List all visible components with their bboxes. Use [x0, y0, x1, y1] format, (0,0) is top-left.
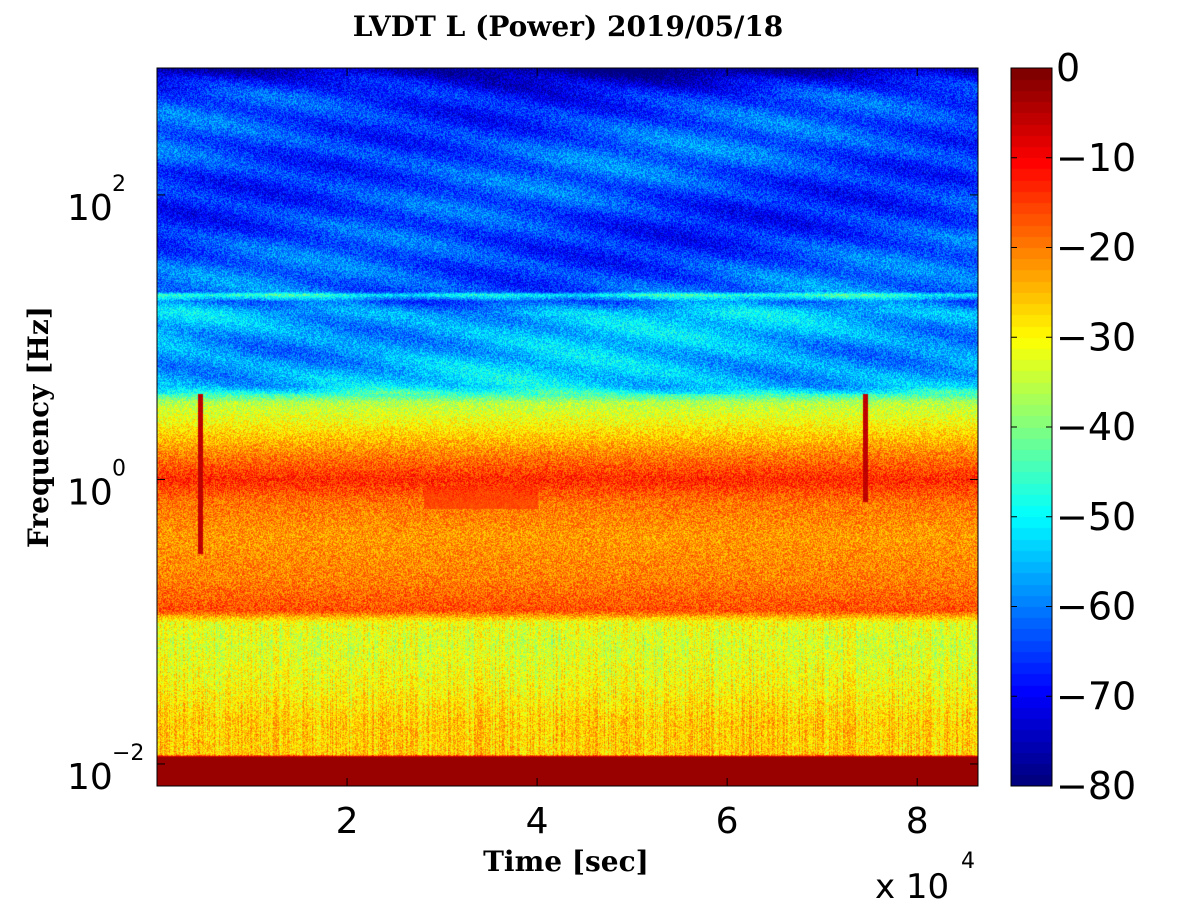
colorbar-tick-label: −30	[1056, 315, 1136, 359]
y-axis-label: Frequency [Hz]	[22, 306, 55, 548]
x-tick-label: 4	[526, 801, 549, 842]
y-tick-label-base: 10	[67, 757, 113, 798]
spectrogram-heatmap	[157, 68, 978, 786]
x-axis-ticks: 2 4 6 8	[336, 68, 929, 842]
colorbar-tick-label: −20	[1056, 226, 1136, 270]
x-tick-label: 2	[336, 801, 359, 842]
y-tick-label-exponent: 0	[112, 456, 126, 481]
colorbar-tick-label: −10	[1056, 136, 1136, 180]
colorbar-ticks: 0 −10 −20 −30 −40 −50 −60 −70 −80	[1011, 46, 1136, 808]
colorbar-tick-label: −40	[1056, 405, 1136, 449]
colorbar-tick-label: 0	[1056, 46, 1080, 90]
colorbar-tick-label: −60	[1056, 585, 1136, 629]
colorbar-tick-label: −50	[1056, 495, 1136, 539]
y-tick-label-exponent: 2	[112, 172, 126, 197]
colorbar: 0 −10 −20 −30 −40 −50 −60 −70 −80	[1010, 46, 1136, 808]
chart-title: LVDT L (Power) 2019/05/18	[353, 10, 784, 43]
x-axis-multiplier: x 10 4	[875, 849, 975, 906]
y-tick-label-exponent: −2	[112, 741, 144, 766]
y-tick-label-base: 10	[67, 188, 113, 229]
x-axis-label: Time [sec]	[483, 845, 649, 878]
x-tick-label: 8	[906, 801, 929, 842]
x-tick-label: 6	[716, 801, 739, 842]
colorbar-tick-label: −80	[1056, 764, 1136, 808]
x-multiplier-base: x 10	[875, 867, 949, 901]
x-multiplier-exponent: 4	[961, 849, 975, 874]
colorbar-gradient	[1011, 68, 1052, 786]
plot-frame	[156, 67, 979, 787]
colorbar-tick-label: −70	[1056, 674, 1136, 718]
y-tick-label-base: 10	[67, 472, 113, 513]
plot-area	[156, 67, 979, 787]
